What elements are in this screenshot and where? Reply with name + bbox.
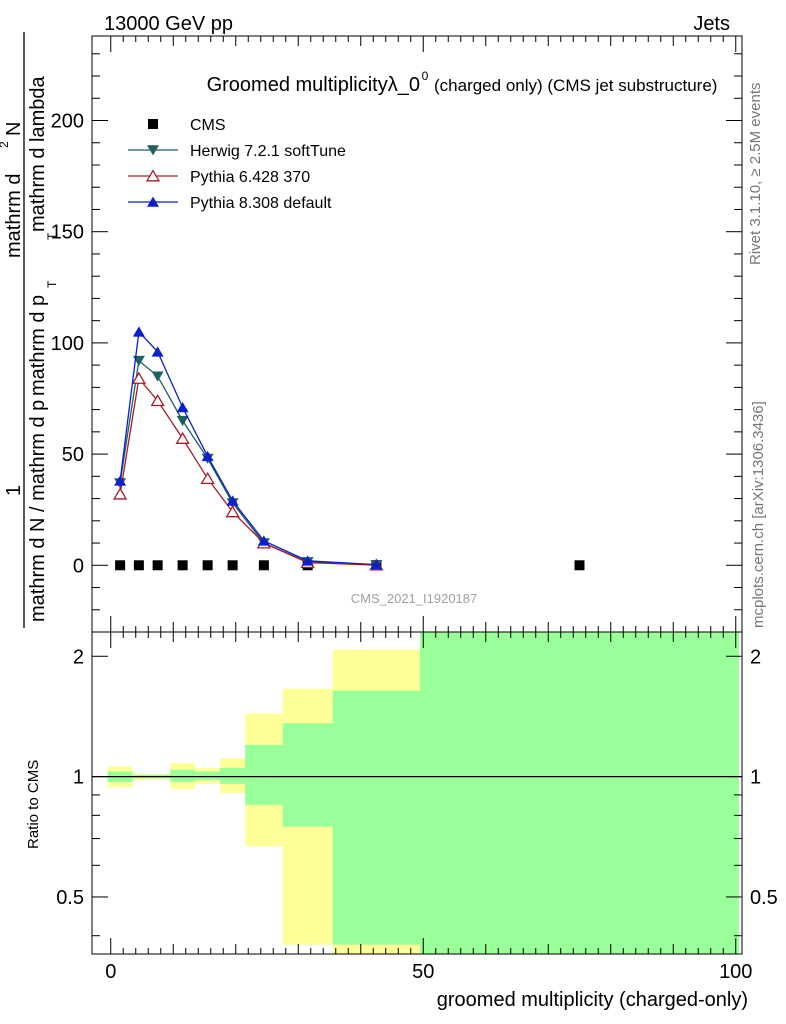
main-plot-panel: 0 50 100 150 200 Groomed multiplicityλ_0 0 (… bbox=[51, 35, 743, 633]
data-point bbox=[202, 560, 213, 571]
y-tick-label: 100 bbox=[51, 333, 84, 355]
legend-marker bbox=[147, 196, 159, 207]
data-point bbox=[257, 535, 270, 546]
series-1 bbox=[114, 355, 383, 571]
header-left-label: 13000 GeV pp bbox=[104, 13, 233, 35]
ratio-y-axis-label: Ratio to CMS bbox=[25, 760, 42, 849]
ratio-y-tick-label-right: 1 bbox=[750, 767, 761, 789]
plot-title-superscript: 0 bbox=[422, 69, 429, 83]
legend-marker bbox=[145, 169, 161, 182]
ylabel-numerator-n: N bbox=[3, 122, 25, 136]
ratio-y-tick-label-left: 0.5 bbox=[56, 887, 84, 909]
data-point bbox=[114, 475, 127, 486]
legend-label: Pythia 8.308 default bbox=[190, 195, 332, 212]
ratio-plot-frame bbox=[91, 631, 743, 955]
data-point bbox=[370, 559, 383, 570]
data-point bbox=[151, 346, 164, 357]
ylabel-numerator-d: mathrm d bbox=[3, 174, 25, 258]
y-tick-label: 150 bbox=[51, 222, 84, 244]
ratio-band-green bbox=[220, 768, 246, 784]
data-point bbox=[201, 450, 214, 462]
mcplots-label: mcplots.cern.ch [arXiv:1306.3436] bbox=[750, 401, 767, 628]
x-tick-label: 100 bbox=[719, 961, 752, 983]
ratio-bands bbox=[107, 632, 739, 954]
data-point bbox=[177, 560, 188, 571]
series-2 bbox=[112, 371, 384, 571]
data-point bbox=[227, 560, 238, 571]
legend-marker bbox=[148, 119, 158, 129]
rivet-version-label: Rivet 3.1.10, ≥ 2.5M events bbox=[747, 83, 764, 266]
main-y-tick-labels: 0 50 100 150 200 bbox=[51, 111, 84, 578]
ratio-band-green bbox=[332, 690, 421, 945]
data-point bbox=[133, 560, 144, 571]
legend-label: Herwig 7.2.1 softTune bbox=[190, 143, 346, 160]
ylabel-sub-t1: T bbox=[45, 280, 59, 288]
ratio-y-tick-label-right: 0.5 bbox=[750, 887, 778, 909]
ylabel-denominator: mathrm d N / mathrm d p bbox=[27, 400, 49, 622]
main-axis-ticks bbox=[92, 36, 742, 632]
series-line bbox=[119, 359, 377, 566]
y-tick-label: 0 bbox=[73, 555, 84, 577]
main-y-axis-label: mathrm d N / mathrm d p T mathrm d p T m… bbox=[0, 32, 59, 628]
ratio-band-green bbox=[195, 771, 221, 781]
legend: CMS Herwig 7.2.1 softTune Pythia 6.428 370… bbox=[128, 117, 346, 212]
x-axis-label: groomed multiplicity (charged-only) bbox=[437, 989, 748, 1011]
ylabel-numerator-sup: 2 bbox=[0, 141, 11, 148]
ratio-band-green bbox=[282, 723, 333, 827]
ratio-y-tick-label-right: 2 bbox=[750, 646, 761, 668]
series-0 bbox=[115, 560, 585, 571]
ylabel-dlambda: mathrm d lambda bbox=[27, 76, 49, 232]
series-3 bbox=[114, 326, 383, 570]
analysis-watermark: CMS_2021_I1920187 bbox=[351, 591, 478, 606]
ylabel-sub-t2: T bbox=[45, 232, 59, 240]
x-tick-label: 50 bbox=[412, 961, 434, 983]
series-line bbox=[119, 376, 377, 566]
ratio-band-green bbox=[245, 744, 283, 805]
legend-label: CMS bbox=[190, 117, 226, 134]
data-point bbox=[151, 371, 164, 382]
plot-title: Groomed multiplicityλ_0 bbox=[207, 74, 420, 96]
data-point bbox=[115, 560, 126, 571]
legend-marker bbox=[147, 145, 159, 156]
ratio-axis-ticks bbox=[92, 632, 742, 954]
series-line bbox=[119, 330, 377, 566]
series-layer bbox=[112, 326, 585, 571]
ratio-plot-panel: 0.5 0.5 1 1 2 2 0 50 100 Ratio to CMS groomed mu… bbox=[25, 631, 778, 1011]
plot-subtitle: (charged only) (CMS jet substructure) bbox=[434, 76, 717, 95]
data-point bbox=[152, 560, 163, 571]
ratio-band-green bbox=[420, 632, 739, 954]
legend-label: Pythia 6.428 370 bbox=[190, 169, 310, 186]
data-point bbox=[150, 394, 165, 407]
header-right-label: Jets bbox=[693, 13, 730, 35]
data-point bbox=[131, 371, 147, 384]
ylabel-numerator-one: 1 bbox=[3, 485, 25, 496]
data-point bbox=[258, 560, 269, 571]
y-tick-label: 200 bbox=[51, 111, 84, 133]
ratio-y-tick-label-left: 1 bbox=[73, 767, 84, 789]
data-point bbox=[176, 401, 189, 413]
data-point bbox=[200, 471, 215, 485]
data-point bbox=[226, 495, 239, 506]
x-tick-label: 0 bbox=[105, 961, 116, 983]
data-point bbox=[176, 415, 189, 427]
ratio-tick-labels: 0.5 0.5 1 1 2 2 0 50 100 bbox=[56, 646, 778, 983]
ylabel-dpt: mathrm d p bbox=[27, 295, 49, 396]
data-point bbox=[574, 560, 585, 571]
y-tick-label: 50 bbox=[62, 444, 84, 466]
data-point bbox=[132, 326, 145, 337]
ratio-band-green bbox=[170, 769, 196, 782]
data-point bbox=[112, 487, 128, 500]
data-point bbox=[175, 431, 190, 444]
ratio-y-tick-label-left: 2 bbox=[73, 646, 84, 668]
data-point bbox=[301, 555, 314, 566]
data-point bbox=[225, 505, 240, 518]
